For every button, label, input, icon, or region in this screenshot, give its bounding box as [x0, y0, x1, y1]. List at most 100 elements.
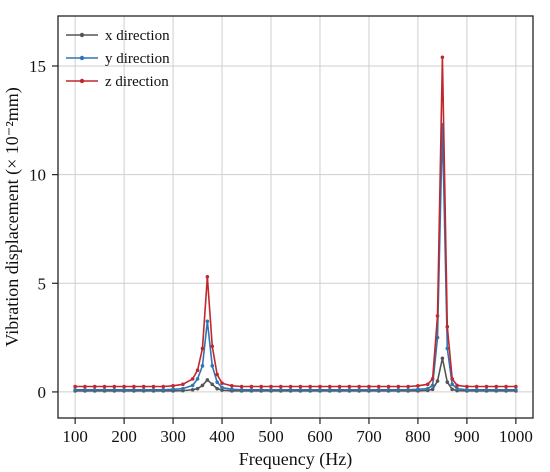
legend-label-z: z direction [105, 74, 169, 90]
data-point-z [435, 314, 440, 318]
data-point-y [215, 380, 219, 384]
series-line-x [75, 357, 516, 392]
data-point-z [171, 384, 175, 388]
data-point-y [318, 387, 322, 392]
data-point-y [220, 385, 224, 390]
x-tick-label: 1000 [499, 427, 533, 446]
series-lines [73, 55, 518, 393]
data-point-z [386, 384, 391, 389]
data-point-z [440, 55, 445, 60]
data-point-y [376, 387, 381, 392]
data-point-y [205, 319, 210, 324]
x-tick-label: 200 [111, 427, 137, 446]
data-point-z [416, 384, 420, 388]
axis-ticks: 100 200 300 400 500 600 700 800 900 1000 0 5 10 15 [29, 57, 533, 446]
data-point-y [445, 346, 450, 351]
legend-item-x: x direction [66, 28, 170, 44]
x-tick-label: 400 [209, 427, 235, 446]
data-point-z [220, 381, 224, 386]
data-point-z [83, 384, 87, 389]
data-point-y [484, 387, 489, 392]
data-point-y [102, 387, 107, 392]
data-point-z [308, 384, 312, 389]
data-point-y [298, 387, 303, 392]
y-axis-title: Vibration displacement (× 10⁻²mm) [2, 87, 23, 346]
legend-marker-z [79, 78, 85, 84]
x-tick-label: 600 [307, 427, 333, 446]
legend-label-y: y direction [105, 51, 170, 67]
data-point-y [367, 387, 371, 392]
data-point-y [181, 386, 185, 391]
data-point-y [73, 387, 77, 392]
data-point-y [249, 387, 254, 392]
data-point-z [122, 384, 126, 389]
data-point-z [425, 382, 430, 387]
data-point-x [450, 387, 455, 392]
data-point-y [210, 364, 215, 368]
data-point-y [425, 386, 430, 391]
data-point-x [190, 387, 195, 392]
y-tick-label: 10 [29, 166, 46, 185]
legend: x direction y direction z direction [66, 28, 170, 90]
x-axis-title: Frequency (Hz) [239, 449, 352, 470]
data-point-x [435, 379, 440, 383]
data-point-y [494, 387, 499, 392]
plot-frame [57, 15, 534, 419]
data-point-y [279, 387, 283, 392]
data-point-z [406, 384, 410, 389]
data-point-z [239, 384, 244, 389]
data-point-y [308, 387, 312, 392]
data-point-z [181, 382, 185, 387]
legend-label-x: x direction [105, 28, 170, 44]
data-point-y [230, 387, 234, 392]
data-point-y [386, 387, 391, 392]
data-point-x [210, 382, 215, 387]
data-point-z [269, 384, 273, 389]
data-point-y [327, 387, 332, 392]
data-point-x [220, 388, 224, 392]
data-point-z [141, 384, 146, 389]
data-point-y [269, 387, 273, 392]
data-point-z [102, 384, 107, 389]
data-point-z [298, 384, 303, 389]
data-point-x [205, 378, 210, 382]
data-point-z [514, 384, 518, 389]
data-point-z [376, 384, 381, 389]
data-point-z [279, 384, 283, 389]
data-point-y [132, 387, 136, 392]
x-tick-label: 100 [62, 427, 88, 446]
data-point-y [504, 387, 508, 392]
data-point-z [112, 384, 117, 389]
data-point-z [327, 384, 332, 389]
y-tick-label: 5 [38, 274, 47, 293]
data-point-x [200, 383, 205, 388]
data-point-z [455, 383, 459, 388]
data-point-z [249, 384, 254, 389]
data-point-z [367, 384, 371, 389]
data-point-y [112, 387, 117, 392]
data-point-y [465, 387, 469, 392]
data-point-z [73, 384, 77, 389]
grid [58, 16, 533, 418]
data-point-z [465, 384, 469, 389]
data-point-y [141, 387, 146, 392]
data-point-z [484, 384, 489, 389]
data-point-z [195, 368, 200, 372]
data-point-y [288, 387, 293, 392]
data-point-y [171, 387, 175, 392]
data-point-z [450, 377, 455, 381]
data-point-z [92, 384, 97, 389]
data-point-y [195, 377, 200, 381]
data-point-y [151, 387, 156, 392]
x-tick-label: 700 [356, 427, 382, 446]
data-point-y [396, 387, 401, 392]
legend-item-y: y direction [66, 51, 170, 67]
data-point-z [230, 384, 234, 388]
legend-item-z: z direction [66, 74, 169, 90]
data-point-z [190, 377, 195, 381]
series-line-y [75, 123, 516, 391]
data-point-z [132, 384, 136, 389]
x-tick-label: 500 [258, 427, 284, 446]
data-point-z [445, 324, 450, 329]
data-point-z [474, 384, 479, 389]
